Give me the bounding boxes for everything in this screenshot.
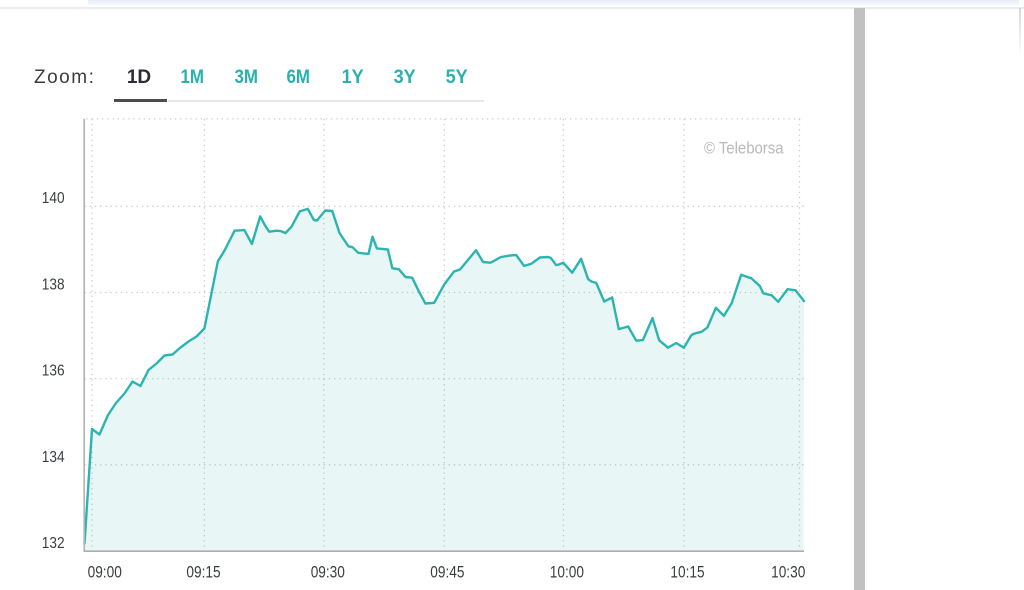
svg-text:136: 136 [42, 363, 65, 380]
svg-text:134: 134 [42, 449, 65, 466]
svg-text:09:15: 09:15 [186, 564, 220, 582]
svg-text:10:00: 10:00 [550, 564, 584, 582]
svg-text:09:00: 09:00 [88, 564, 122, 582]
svg-text:132: 132 [42, 535, 65, 552]
svg-text:10:30: 10:30 [771, 564, 805, 582]
svg-text:10:15: 10:15 [670, 564, 704, 582]
svg-text:09:30: 09:30 [311, 564, 345, 582]
svg-text:138: 138 [42, 276, 65, 293]
svg-text:© Teleborsa: © Teleborsa [704, 138, 784, 157]
svg-text:140: 140 [42, 190, 65, 207]
svg-text:09:45: 09:45 [430, 564, 464, 582]
